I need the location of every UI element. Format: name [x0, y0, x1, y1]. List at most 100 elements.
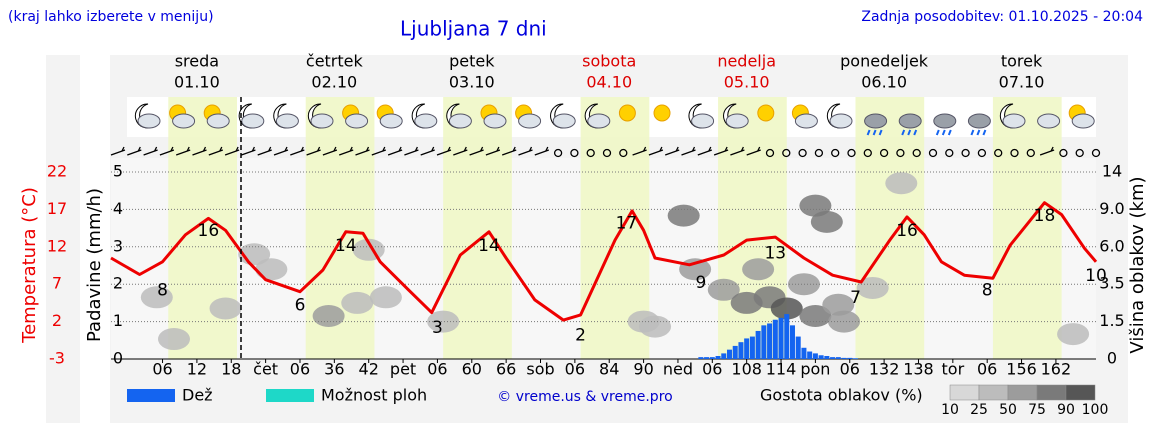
precip-bar: [732, 345, 738, 359]
precip-bar: [767, 323, 773, 359]
wind-icon: [175, 146, 191, 156]
cloud-cell: [787, 273, 820, 296]
wind-icon: [387, 146, 403, 156]
cloud-cell: [707, 278, 740, 301]
temperature-label: 18: [1034, 206, 1056, 226]
precip-bar: [795, 336, 801, 359]
cloud-cell: [1057, 323, 1090, 346]
precip-bar: [715, 356, 721, 359]
calm-icon: [619, 148, 628, 158]
wind-icon: [404, 146, 419, 156]
precip-bar: [784, 314, 790, 359]
sun-icon: [653, 104, 671, 122]
y-axis-title: Padavine (mm/h): [84, 188, 105, 342]
daylight-band: [992, 97, 1062, 359]
cloud-cell: [255, 258, 288, 281]
cloud-icon: [587, 113, 611, 129]
x-tick-label: 06: [565, 360, 585, 379]
temperature-label: 16: [896, 221, 918, 241]
wind-icon: [127, 146, 142, 156]
day-date: 06.10: [861, 73, 907, 92]
precip-bar: [772, 319, 778, 359]
day-date: 02.10: [311, 73, 357, 92]
rain-icon: [970, 129, 987, 136]
wind-icon: [322, 146, 338, 156]
calm-icon: [570, 148, 579, 158]
calm-icon: [765, 148, 775, 158]
calm-icon: [896, 148, 905, 158]
wind-icon: [338, 146, 354, 156]
legend-label: Možnost ploh: [321, 386, 427, 405]
x-tick-label: 138: [903, 360, 934, 379]
cloud-cell: [742, 258, 775, 281]
temp-tick-label: 7: [52, 274, 62, 293]
calm-icon: [863, 148, 872, 158]
wind-icon: [420, 146, 435, 156]
cloud-legend-box: [978, 384, 1009, 401]
cloud-icon: [137, 113, 161, 129]
cloud-icon: [345, 113, 369, 129]
x-tick-label: 84: [599, 360, 619, 379]
calm-icon: [977, 148, 987, 158]
cloud-legend-box: [949, 384, 980, 401]
day-date: 01.10: [174, 73, 220, 92]
calm-icon: [831, 148, 840, 158]
day-name: sreda: [175, 52, 219, 71]
calm-icon: [586, 148, 595, 158]
wind-icon: [371, 146, 387, 156]
day-name: ponedeljek: [840, 52, 929, 71]
x-tick-label: tor: [942, 360, 965, 379]
cloud-icon: [552, 113, 576, 129]
cloud-icon: [310, 113, 334, 129]
legend-swatch: [266, 389, 314, 402]
temperature-label: 9: [695, 273, 706, 293]
calm-icon: [602, 148, 612, 158]
x-tick-label: 06: [152, 360, 172, 379]
cloud-icon: [275, 113, 299, 129]
wind-icon: [143, 146, 158, 156]
cloud-cell: [341, 291, 374, 314]
x-tick-label: 162: [1041, 360, 1072, 379]
x-tick-label: 18: [221, 360, 241, 379]
y2-tick-label: 0: [1107, 349, 1117, 368]
y2-tick-label: 1.5: [1099, 311, 1124, 330]
wind-icon: [290, 146, 305, 156]
temperature-label: 16: [198, 221, 220, 241]
precip-bar: [755, 330, 761, 359]
cloud-cell: [856, 276, 889, 299]
temperature-label: 3: [432, 318, 443, 338]
wind-icon: [110, 146, 126, 156]
wind-icon: [453, 146, 468, 156]
precip-bar: [698, 357, 704, 359]
precip-bar: [835, 357, 841, 359]
cloud-cell: [209, 297, 242, 320]
cloud-icon: [414, 113, 438, 129]
calm-icon: [879, 148, 889, 158]
day-name: sobota: [582, 52, 636, 71]
precip-bar: [704, 357, 710, 359]
temperature-label: 13: [764, 243, 786, 263]
calm-icon: [1075, 148, 1084, 158]
cloud-icon: [1037, 113, 1061, 129]
temperature-label: 2: [575, 326, 586, 346]
cloud-legend-title: Gostota oblakov (%): [760, 386, 923, 405]
daylight-band: [718, 97, 787, 359]
wind-icon: [730, 146, 745, 156]
cloud-icon: [864, 113, 888, 129]
temp-tick-label: 12: [47, 236, 67, 255]
legend-label: Dež: [182, 386, 213, 405]
cloud-cell: [140, 286, 173, 309]
y-tick-label: 4: [113, 199, 123, 218]
cloud-cell: [770, 297, 803, 320]
y-tick-label: 2: [113, 274, 123, 293]
wind-icon: [355, 146, 370, 156]
calm-icon: [961, 148, 970, 158]
temperature-label: 7: [850, 288, 861, 308]
calm-icon: [814, 148, 824, 158]
precip-bar: [830, 357, 836, 359]
calm-icon: [1010, 148, 1019, 158]
cloud-icon: [241, 113, 265, 129]
temperature-line: [110, 201, 1098, 322]
cloud-legend-level: 25: [970, 402, 988, 418]
